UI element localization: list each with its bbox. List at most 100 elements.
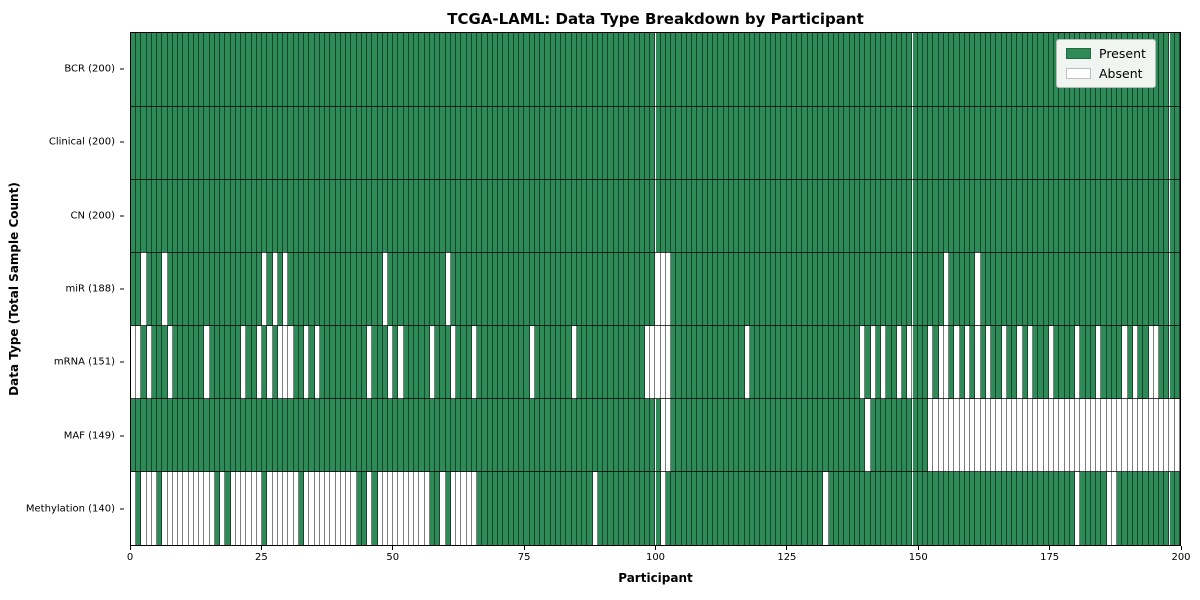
matrix-cell — [907, 106, 913, 180]
matrix-cell — [403, 252, 409, 326]
matrix-cell — [1148, 252, 1154, 326]
x-tick-label: 75 — [517, 552, 531, 563]
matrix-cell — [1090, 106, 1097, 180]
matrix-cell — [361, 106, 367, 180]
matrix-cell — [629, 179, 635, 253]
matrix-cell — [193, 106, 200, 180]
matrix-cell — [991, 252, 997, 326]
matrix-cell — [571, 252, 577, 326]
matrix-cell — [833, 471, 840, 545]
matrix-cell — [660, 106, 666, 180]
matrix-cell — [603, 398, 609, 472]
matrix-cell — [414, 398, 420, 472]
matrix-cell — [450, 325, 457, 399]
matrix-cell — [634, 179, 640, 253]
matrix-cell — [896, 252, 902, 326]
matrix-cell — [713, 252, 719, 326]
matrix-cell — [293, 398, 299, 472]
matrix-cell — [1069, 471, 1076, 545]
matrix-cell — [980, 252, 986, 326]
matrix-cell — [786, 325, 792, 399]
matrix-cell — [933, 106, 939, 180]
matrix-cell — [933, 252, 939, 326]
matrix-cell — [655, 179, 661, 253]
matrix-cell — [849, 471, 855, 545]
matrix-cell — [949, 471, 955, 545]
matrix-cell — [225, 179, 231, 253]
matrix-cell — [209, 33, 215, 107]
matrix-cell — [288, 398, 294, 472]
matrix-cell — [917, 252, 923, 326]
matrix-cell — [818, 325, 824, 399]
matrix-cell — [555, 33, 562, 107]
matrix-cell — [545, 33, 551, 107]
matrix-cell — [256, 325, 263, 399]
matrix-cell — [665, 179, 672, 253]
matrix-cell — [786, 398, 792, 472]
matrix-cell — [283, 325, 289, 399]
matrix-cell — [178, 106, 184, 180]
matrix-cell — [681, 325, 687, 399]
legend-label-present: Present — [1099, 46, 1146, 61]
matrix-cell — [429, 325, 436, 399]
matrix-cell — [262, 106, 268, 180]
matrix-cell — [980, 325, 986, 399]
matrix-cell — [723, 252, 729, 326]
matrix-cell — [1080, 106, 1086, 180]
matrix-cell — [854, 179, 861, 253]
matrix-cell — [959, 252, 965, 326]
matrix-cell — [985, 471, 992, 545]
matrix-cell — [1006, 33, 1013, 107]
matrix-cell — [450, 252, 457, 326]
matrix-cell — [157, 398, 163, 472]
matrix-cell — [346, 179, 352, 253]
matrix-cell — [199, 325, 205, 399]
matrix-cell — [707, 398, 714, 472]
matrix-cell — [970, 179, 976, 253]
matrix-cell — [896, 471, 902, 545]
matrix-cell — [922, 33, 929, 107]
matrix-cell — [922, 325, 929, 399]
matrix-cell — [618, 252, 625, 326]
matrix-cell — [251, 179, 257, 253]
matrix-cell — [1012, 325, 1018, 399]
matrix-cell — [807, 252, 813, 326]
matrix-cell — [1069, 179, 1076, 253]
matrix-cell — [907, 252, 913, 326]
matrix-cell — [608, 252, 614, 326]
matrix-cell — [912, 106, 918, 180]
matrix-cell — [534, 325, 541, 399]
matrix-cell — [1106, 106, 1112, 180]
matrix-cell — [534, 252, 541, 326]
matrix-cell — [283, 252, 289, 326]
matrix-cell — [414, 252, 420, 326]
matrix-cell — [734, 252, 740, 326]
x-tick-label: 25 — [255, 552, 268, 563]
matrix-cell — [791, 471, 798, 545]
matrix-cell — [157, 252, 163, 326]
matrix-cell — [519, 179, 525, 253]
matrix-cell — [361, 471, 367, 545]
matrix-cell — [1027, 33, 1034, 107]
matrix-cell — [477, 252, 483, 326]
matrix-cell — [949, 325, 955, 399]
matrix-cell — [151, 325, 158, 399]
matrix-cell — [262, 471, 268, 545]
matrix-cell — [256, 252, 263, 326]
matrix-cell — [225, 252, 231, 326]
matrix-cell — [1153, 398, 1159, 472]
matrix-cell — [660, 252, 666, 326]
matrix-cell — [891, 325, 897, 399]
matrix-cell — [645, 325, 651, 399]
x-axis: 0 25 50 75 100 125 150 175 200 — [127, 546, 1191, 568]
matrix-cell — [786, 33, 792, 107]
matrix-cell — [309, 179, 315, 253]
matrix-cell — [860, 471, 866, 545]
matrix-cell — [293, 179, 299, 253]
matrix-cell — [340, 252, 347, 326]
matrix-cell — [1153, 252, 1159, 326]
matrix-cell — [786, 179, 792, 253]
matrix-cell — [241, 398, 247, 472]
matrix-cell — [645, 106, 651, 180]
matrix-cell — [492, 106, 499, 180]
